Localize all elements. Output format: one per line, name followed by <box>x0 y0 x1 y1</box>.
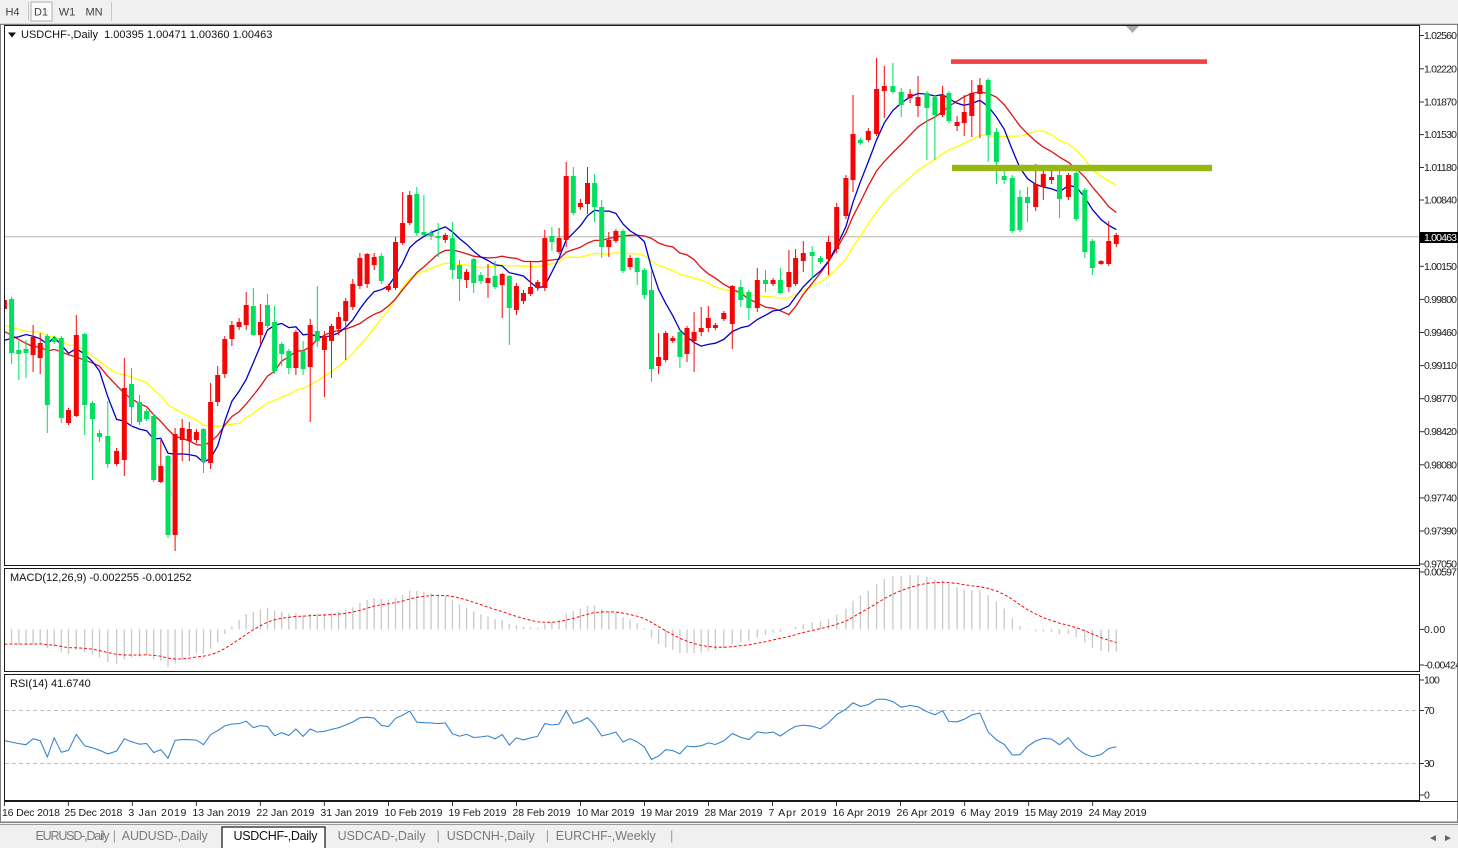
svg-text:D1: D1 <box>34 7 48 19</box>
svg-text:100: 100 <box>1424 675 1440 687</box>
svg-text:30: 30 <box>1424 758 1435 770</box>
svg-text:USDCNH-,Daily: USDCNH-,Daily <box>447 829 536 843</box>
svg-text:USDCAD-,Daily: USDCAD-,Daily <box>338 829 427 843</box>
svg-text:AUDUSD-,Daily: AUDUSD-,Daily <box>122 829 209 843</box>
svg-text:RSI(14) 41.6740: RSI(14) 41.6740 <box>10 678 91 690</box>
svg-text:0.99460: 0.99460 <box>1424 327 1457 339</box>
svg-text:USDCHF-,Daily: USDCHF-,Daily <box>234 829 319 843</box>
svg-text:10 Mar 2019: 10 Mar 2019 <box>577 807 635 819</box>
svg-text:22 Jan 2019: 22 Jan 2019 <box>256 807 314 819</box>
svg-text:31 Jan 2019: 31 Jan 2019 <box>320 807 378 819</box>
svg-text:0.99800: 0.99800 <box>1424 294 1457 306</box>
svg-text:W1: W1 <box>59 7 76 19</box>
svg-text:0.98080: 0.98080 <box>1424 459 1457 471</box>
svg-text:0.98770: 0.98770 <box>1424 393 1457 405</box>
svg-text:0.00: 0.00 <box>1424 624 1445 636</box>
svg-text:1.00840: 1.00840 <box>1424 195 1457 207</box>
svg-text:EURCHF-,Weekly: EURCHF-,Weekly <box>556 829 657 843</box>
svg-text:EURUSD-,Daily: EURUSD-,Daily <box>36 829 111 843</box>
svg-text:0.97740: 0.97740 <box>1424 492 1457 504</box>
svg-text:MN: MN <box>85 7 102 19</box>
svg-text:16 Dec 2018: 16 Dec 2018 <box>2 807 60 819</box>
svg-text:16 Apr 2019: 16 Apr 2019 <box>833 807 891 819</box>
svg-text:7 Apr 2019: 7 Apr 2019 <box>769 807 827 819</box>
svg-text:H4: H4 <box>5 7 19 19</box>
svg-text:15 May 2019: 15 May 2019 <box>1025 807 1083 819</box>
svg-text:|: | <box>113 828 116 843</box>
svg-text:-0.00424: -0.00424 <box>1424 660 1458 672</box>
svg-text:USDCHF-,Daily 1.00395 1.00471: USDCHF-,Daily 1.00395 1.00471 1.00360 1.… <box>21 29 272 41</box>
svg-text:0.98420: 0.98420 <box>1424 426 1457 438</box>
svg-text:1.00463: 1.00463 <box>1424 232 1457 244</box>
svg-text:26 Apr 2019: 26 Apr 2019 <box>897 807 955 819</box>
svg-text:|: | <box>670 828 673 843</box>
svg-text:28 Feb 2019: 28 Feb 2019 <box>513 807 571 819</box>
svg-text:19 Feb 2019: 19 Feb 2019 <box>449 807 507 819</box>
svg-text:0.99110: 0.99110 <box>1424 360 1457 372</box>
svg-text:6 May 2019: 6 May 2019 <box>961 807 1019 819</box>
svg-text:28 Mar 2019: 28 Mar 2019 <box>705 807 763 819</box>
svg-text:◄: ◄ <box>1428 833 1438 844</box>
svg-text:1.01870: 1.01870 <box>1424 97 1457 109</box>
svg-text:19 Mar 2019: 19 Mar 2019 <box>641 807 699 819</box>
svg-text:1.01180: 1.01180 <box>1424 162 1457 174</box>
svg-text:0.97390: 0.97390 <box>1424 526 1457 538</box>
svg-text:1.01530: 1.01530 <box>1424 129 1457 141</box>
svg-text:|: | <box>437 828 440 843</box>
svg-text:10 Feb 2019: 10 Feb 2019 <box>385 807 443 819</box>
svg-text:|: | <box>546 828 549 843</box>
svg-text:3 Jan 2019: 3 Jan 2019 <box>128 807 186 819</box>
svg-text:13 Jan 2019: 13 Jan 2019 <box>192 807 250 819</box>
svg-text:0: 0 <box>1424 790 1430 802</box>
svg-text:MACD(12,26,9) -0.002255 -0.001: MACD(12,26,9) -0.002255 -0.001252 <box>10 572 192 584</box>
svg-text:0.97050: 0.97050 <box>1424 559 1457 571</box>
svg-text:1.02220: 1.02220 <box>1424 63 1457 75</box>
svg-text:1.00150: 1.00150 <box>1424 261 1457 273</box>
svg-text:70: 70 <box>1424 705 1435 717</box>
svg-text:1.02560: 1.02560 <box>1424 30 1457 42</box>
svg-text:24 May 2019: 24 May 2019 <box>1089 807 1147 819</box>
svg-text:0.00597: 0.00597 <box>1424 567 1457 579</box>
svg-text:►: ► <box>1443 833 1453 844</box>
svg-text:25 Dec 2018: 25 Dec 2018 <box>64 807 122 819</box>
